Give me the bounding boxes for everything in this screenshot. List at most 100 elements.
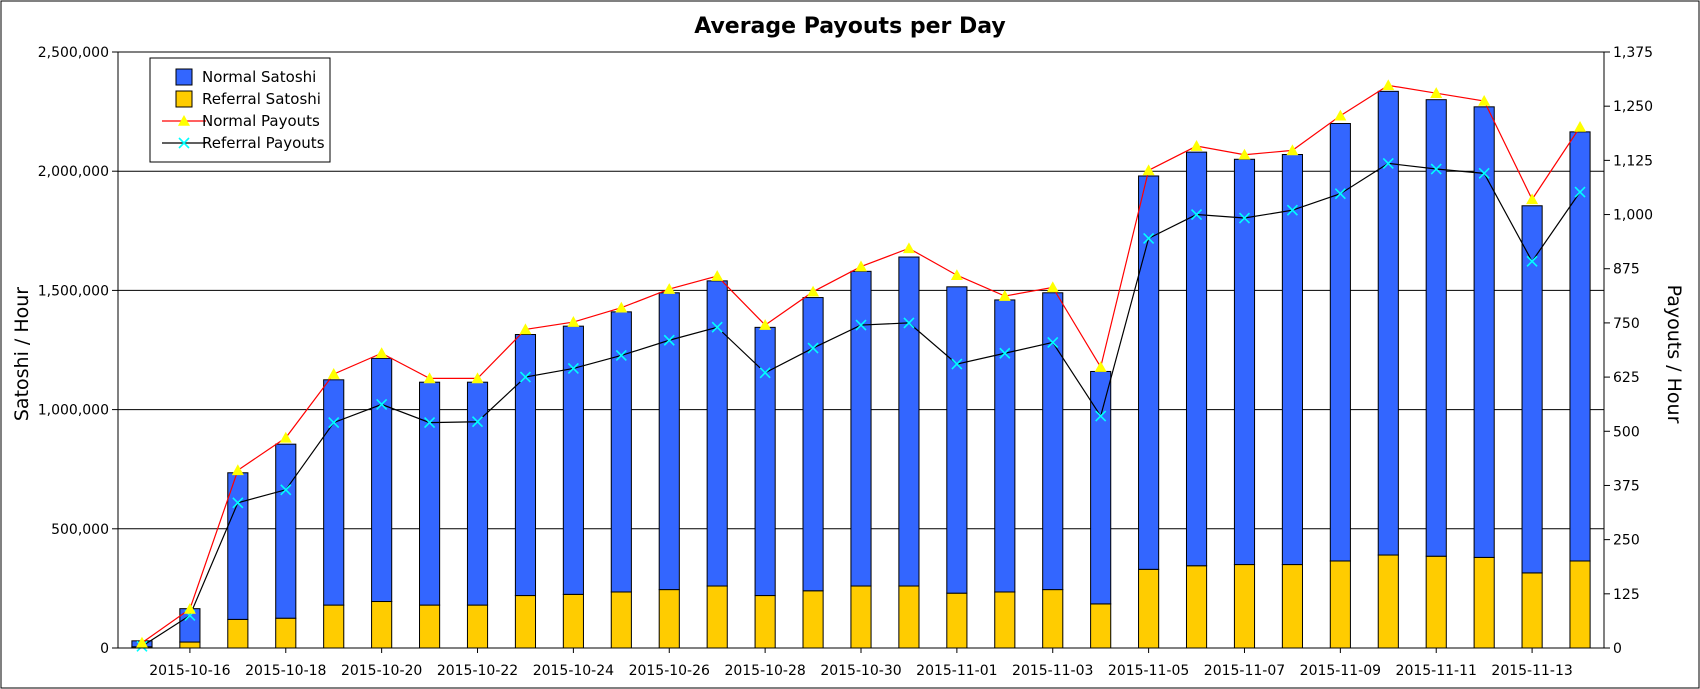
point-referral-payouts (424, 417, 436, 429)
x-tick-label: 2015-11-09 (1300, 663, 1381, 679)
bar-referral-satoshi (802, 590, 824, 649)
bar-referral-satoshi (1185, 565, 1208, 649)
point-referral-payouts (999, 347, 1011, 359)
x-tick-label: 2015-10-18 (245, 663, 326, 679)
legend-swatch (175, 68, 193, 86)
bar-normal-satoshi (610, 311, 632, 593)
bar-normal-satoshi (802, 297, 824, 592)
y-tick-label: 1,000,000 (38, 403, 109, 419)
point-normal-payouts (1190, 140, 1203, 151)
bar-referral-satoshi (754, 595, 776, 649)
point-normal-payouts (231, 464, 244, 476)
x-tick-label: 2015-11-03 (1012, 663, 1093, 679)
legend-label: Normal Payouts (202, 112, 320, 130)
point-referral-payouts (951, 358, 963, 370)
point-normal-payouts (279, 431, 292, 443)
bar-referral-satoshi (1138, 568, 1160, 649)
point-referral-payouts (376, 398, 388, 410)
bar-referral-satoshi (514, 595, 537, 649)
point-normal-payouts (1142, 164, 1155, 176)
point-normal-payouts (902, 242, 915, 254)
point-referral-payouts (567, 362, 579, 374)
point-normal-payouts (423, 372, 436, 384)
bar-referral-satoshi (1377, 554, 1399, 649)
point-referral-payouts (855, 319, 867, 331)
point-normal-payouts (1286, 144, 1299, 156)
legend-marker (178, 137, 190, 149)
bar-normal-satoshi (1473, 106, 1495, 558)
point-referral-payouts (807, 342, 819, 354)
point-normal-payouts (1094, 361, 1107, 372)
bar-referral-satoshi (466, 604, 489, 649)
point-referral-payouts (1430, 163, 1442, 175)
x-tick-label: 2015-11-01 (916, 663, 997, 679)
point-normal-payouts (759, 319, 772, 330)
bar-referral-satoshi (1233, 564, 1256, 649)
bar-referral-satoshi (1473, 556, 1495, 649)
bar-normal-satoshi (1138, 175, 1160, 570)
point-normal-payouts (1334, 109, 1347, 121)
legend-label: Normal Satoshi (202, 68, 316, 86)
bars (131, 90, 1591, 649)
point-referral-payouts (711, 321, 723, 333)
y2-tick-label: 125 (1613, 587, 1640, 603)
lines (135, 79, 1587, 652)
x-tick-label: 2015-10-28 (724, 663, 805, 679)
point-referral-payouts (1334, 188, 1346, 200)
point-normal-payouts (1478, 94, 1491, 106)
x-tick-label: 2015-10-30 (820, 663, 901, 679)
x-tick-label: 2015-10-24 (533, 663, 614, 679)
bar-referral-satoshi (1425, 555, 1447, 649)
point-referral-payouts (471, 416, 484, 428)
point-normal-payouts (375, 347, 388, 359)
point-referral-payouts (1382, 157, 1394, 169)
y2-tick-label: 750 (1613, 316, 1640, 332)
y-axis-title: Satoshi / Hour (11, 287, 33, 421)
bar-normal-satoshi (898, 256, 920, 587)
y-tick-label: 2,000,000 (38, 164, 109, 180)
point-referral-payouts (1574, 186, 1586, 198)
bar-referral-satoshi (562, 593, 584, 649)
bar-normal-satoshi (514, 334, 537, 597)
point-normal-payouts (1574, 120, 1587, 132)
point-referral-payouts (519, 371, 532, 383)
bar-normal-satoshi (275, 443, 297, 619)
bar-referral-satoshi (1042, 589, 1064, 649)
bar-referral-satoshi (994, 591, 1016, 649)
x-tick-label: 2015-11-13 (1491, 663, 1572, 679)
legend-swatch (175, 90, 193, 108)
bar-referral-satoshi (658, 589, 680, 649)
bar-referral-satoshi (610, 591, 632, 649)
point-normal-payouts (807, 285, 820, 297)
point-normal-payouts (950, 269, 963, 281)
point-normal-payouts (1382, 79, 1395, 91)
bar-referral-satoshi (1281, 564, 1303, 649)
y2-tick-label: 1,250 (1613, 99, 1653, 115)
bar-referral-satoshi (1569, 560, 1591, 649)
bar-referral-satoshi (1521, 572, 1543, 649)
x-tick-label: 2015-11-07 (1204, 663, 1285, 679)
bar-normal-satoshi (419, 381, 441, 606)
legend: Normal Satoshi Referral Satoshi Normal Pay… (149, 57, 331, 163)
bar-normal-satoshi (1185, 151, 1208, 567)
point-normal-payouts (615, 301, 628, 313)
bar-normal-satoshi (1425, 99, 1447, 557)
bar-normal-satoshi (1042, 292, 1064, 591)
point-referral-payouts (759, 367, 771, 379)
point-normal-payouts (1238, 148, 1251, 160)
x-tick-label: 2015-10-26 (629, 663, 710, 679)
bar-referral-satoshi (227, 618, 249, 649)
point-normal-payouts (663, 283, 676, 294)
point-referral-payouts (1190, 208, 1203, 221)
bar-referral-satoshi (898, 585, 920, 649)
point-referral-payouts (903, 317, 915, 329)
axes: 0 500,000 1,000,000 1,500,000 2,000,000 2,500… (38, 45, 1653, 679)
bar-normal-satoshi (1281, 154, 1303, 566)
bar-referral-satoshi (275, 617, 297, 649)
bar-normal-satoshi (994, 299, 1016, 593)
bar-referral-satoshi (179, 641, 201, 649)
bar-normal-satoshi (658, 292, 680, 591)
point-referral-payouts (328, 417, 340, 429)
